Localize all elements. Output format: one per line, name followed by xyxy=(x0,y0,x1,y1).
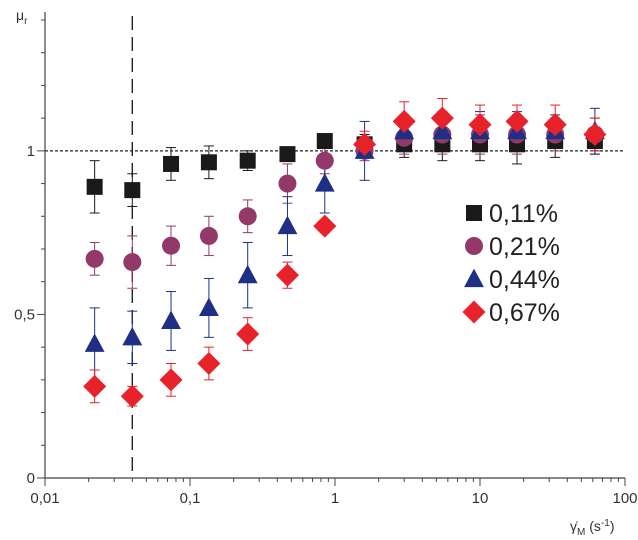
legend-label: 0,11% xyxy=(489,200,558,228)
data-point-diamond xyxy=(159,368,183,392)
data-point-circle xyxy=(238,207,257,226)
legend-label: 0,67% xyxy=(489,299,560,327)
data-point-triangle xyxy=(84,333,105,352)
data-point-diamond xyxy=(197,351,221,376)
data-point-diamond xyxy=(236,322,260,346)
data-point-diamond xyxy=(430,106,454,130)
data-point-square xyxy=(279,146,296,163)
data-point-triangle xyxy=(161,310,181,330)
data-point-diamond xyxy=(543,113,567,137)
data-point-diamond xyxy=(275,263,299,287)
x-tick-label: 10 xyxy=(472,490,489,507)
data-point-circle xyxy=(85,249,104,268)
axis-labels: 0 0,5 1 0,01 0,1 1 10 100 μr γ̇M (s-1) xyxy=(14,7,637,538)
data-point-triangle xyxy=(314,173,335,192)
x-tick-label: 0,1 xyxy=(180,490,201,507)
data-point-triangle xyxy=(198,297,219,316)
legend-marker-square xyxy=(466,205,482,221)
y-axis-title: μr xyxy=(16,7,28,27)
data-point-diamond xyxy=(392,109,416,133)
data-point-diamond xyxy=(505,109,529,133)
x-axis-title: γ̇M (s-1) xyxy=(570,518,614,538)
data-point-square xyxy=(316,133,333,150)
data-point-diamond xyxy=(353,132,377,156)
x-axis-title-sub: M xyxy=(577,527,585,538)
data-point-square xyxy=(200,154,217,171)
y-tick-label: 1 xyxy=(27,143,35,160)
data-point-square xyxy=(239,152,256,169)
data-point-circle xyxy=(278,174,297,193)
legend-marker-diamond xyxy=(462,300,486,324)
x-axis-title-unit: (s xyxy=(585,518,601,534)
x-axis-title-exp: -1 xyxy=(601,518,610,529)
legend-label: 0,44% xyxy=(489,266,560,294)
data-point-circle xyxy=(315,151,334,170)
data-point-square xyxy=(163,155,180,172)
legend: 0,11% 0,21% 0,44% 0,67% xyxy=(462,200,560,327)
legend-marker-circle xyxy=(465,237,483,255)
data-point-circle xyxy=(162,236,181,255)
x-tick-label: 0,01 xyxy=(30,490,59,507)
data-markers xyxy=(83,106,607,408)
data-point-triangle xyxy=(432,120,453,140)
data-point-diamond xyxy=(313,214,337,238)
data-point-diamond xyxy=(583,122,607,147)
axes xyxy=(37,12,626,486)
legend-label: 0,21% xyxy=(489,233,560,261)
data-point-diamond xyxy=(83,374,107,398)
y-tick-label: 0,5 xyxy=(14,306,35,323)
x-axis-title-symbol: γ̇ xyxy=(570,518,578,534)
data-point-circle xyxy=(199,226,218,245)
x-tick-label: 1 xyxy=(331,490,339,507)
y-tick-label: 0 xyxy=(27,470,35,487)
data-point-diamond xyxy=(468,113,492,137)
data-point-diamond xyxy=(120,384,144,408)
data-point-square xyxy=(86,178,103,195)
y-axis-title-sub: r xyxy=(24,16,28,27)
x-tick-label: 100 xyxy=(612,490,637,507)
data-point-triangle xyxy=(122,326,143,346)
legend-marker-triangle xyxy=(464,268,484,288)
data-point-circle xyxy=(123,253,142,272)
data-point-triangle xyxy=(277,215,298,235)
data-point-square xyxy=(124,182,141,199)
data-point-triangle xyxy=(237,264,258,284)
x-axis-title-close: ) xyxy=(610,518,615,534)
